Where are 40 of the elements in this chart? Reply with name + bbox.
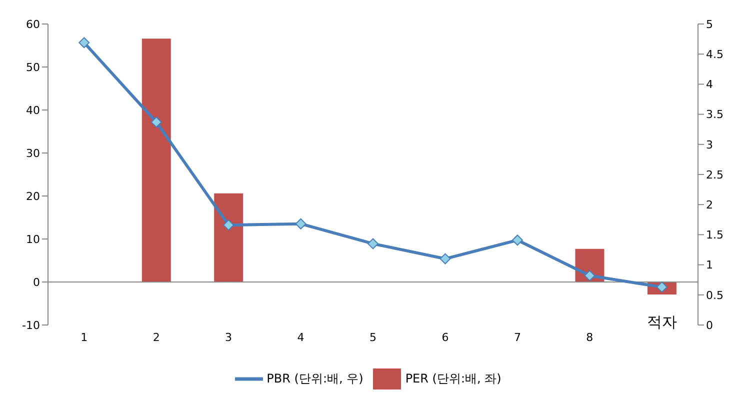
x-tick-label: 5 bbox=[370, 330, 376, 344]
point bbox=[78, 37, 90, 48]
bar bbox=[142, 38, 171, 282]
y2-tick-label: 0.5 bbox=[706, 288, 724, 302]
point bbox=[440, 253, 451, 264]
legend-label: PER (단위:배, 좌) bbox=[405, 371, 502, 386]
y2-tick-label: 2 bbox=[706, 198, 713, 212]
y-tick-label: 20 bbox=[26, 190, 40, 203]
y2-tick-label: 2.5 bbox=[706, 168, 724, 182]
y-tick-label: 30 bbox=[26, 146, 40, 160]
point bbox=[368, 238, 378, 250]
y-tick-label: 50 bbox=[26, 60, 40, 74]
y-tick-label: -10 bbox=[22, 318, 40, 332]
x-tick-label: 8 bbox=[586, 330, 594, 344]
point bbox=[295, 218, 306, 230]
y-tick-label: 40 bbox=[26, 104, 40, 117]
bar bbox=[214, 193, 244, 282]
y-tick-label: 10 bbox=[26, 232, 40, 246]
x-tick-label: 4 bbox=[297, 330, 304, 344]
x-tick-label: 7 bbox=[514, 330, 521, 344]
x-tick-label: 6 bbox=[442, 330, 449, 344]
y2-tick-label: 1 bbox=[706, 258, 713, 272]
y2-tick-label: 4.5 bbox=[706, 48, 724, 62]
point bbox=[584, 270, 596, 282]
y-tick-label: 0 bbox=[33, 276, 40, 289]
y-tick-label: 60 bbox=[26, 18, 40, 31]
x-tick-label: 3 bbox=[225, 330, 232, 344]
x-tick-label: 2 bbox=[152, 330, 160, 344]
legend-label: PBR (단위:배, 우) bbox=[266, 371, 364, 386]
y2-tick-label: 0 bbox=[706, 318, 713, 332]
x-tick-label: 1 bbox=[80, 330, 88, 344]
point bbox=[223, 220, 234, 231]
y2-tick-label: 3.5 bbox=[706, 108, 724, 122]
point bbox=[512, 234, 523, 246]
y2-tick-label: 1.5 bbox=[706, 228, 724, 242]
point bbox=[150, 116, 162, 128]
y2-tick-label: 4 bbox=[706, 78, 713, 92]
y2-tick-label: 5 bbox=[706, 18, 713, 31]
y2-tick-label: 3 bbox=[706, 138, 713, 152]
annotation: 적자 bbox=[646, 313, 677, 332]
